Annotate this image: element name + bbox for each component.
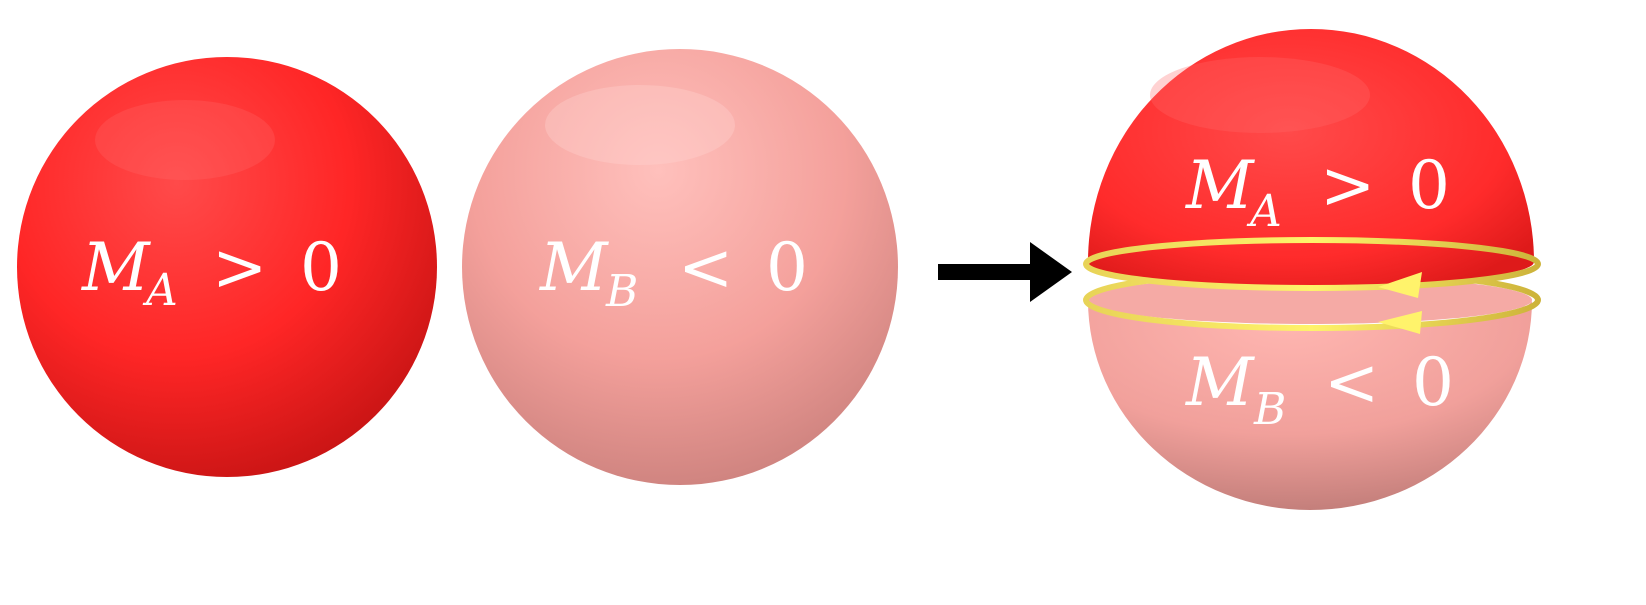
sphere-b-relation: < bbox=[678, 229, 733, 306]
sphere-a-value: 0 bbox=[300, 229, 342, 306]
current-arrow-upper-icon bbox=[1378, 272, 1422, 298]
sphere-b-body bbox=[462, 49, 898, 485]
sphere-b-value: 0 bbox=[766, 229, 808, 306]
combined-top-subscript: A bbox=[1246, 186, 1282, 237]
sphere-a-body bbox=[17, 57, 437, 477]
right-arrow-icon bbox=[938, 242, 1072, 302]
combined-bottom-hemisphere bbox=[1088, 300, 1532, 510]
sphere-a-relation: > bbox=[212, 229, 267, 306]
sphere-b-symbol: M bbox=[539, 229, 609, 306]
sphere-a: M A > 0 bbox=[17, 57, 437, 477]
combined-bottom-relation: < bbox=[1324, 344, 1379, 421]
combined-sphere: M A > 0 M B < 0 bbox=[1083, 28, 1541, 510]
combined-bottom-subscript: B bbox=[1253, 384, 1286, 435]
sphere-b: M B < 0 bbox=[462, 49, 898, 485]
sphere-b-subscript: B bbox=[605, 266, 638, 317]
sphere-a-subscript: A bbox=[142, 265, 178, 316]
current-arrow-lower-icon bbox=[1378, 311, 1422, 334]
combined-top-relation: > bbox=[1320, 147, 1375, 224]
combined-top-hemisphere bbox=[1088, 28, 1534, 287]
combined-top-value: 0 bbox=[1408, 147, 1450, 224]
combined-top-symbol: M bbox=[1185, 147, 1255, 224]
sphere-a-symbol: M bbox=[81, 229, 151, 306]
combined-bottom-value: 0 bbox=[1412, 344, 1454, 421]
edge-current-ring-upper bbox=[1083, 237, 1541, 291]
combined-bottom-symbol: M bbox=[1185, 344, 1255, 421]
